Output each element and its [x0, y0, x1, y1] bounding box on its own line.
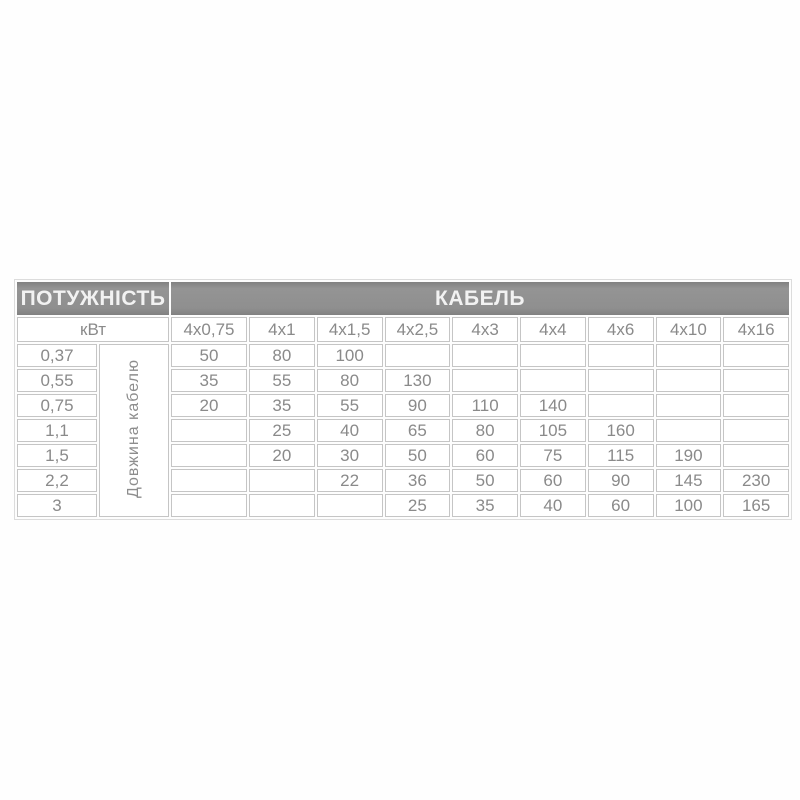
length-value: 50	[452, 469, 518, 492]
length-value	[655, 419, 722, 442]
column-header-4x4: 4х4	[520, 317, 586, 342]
length-value	[171, 494, 247, 517]
length-value	[655, 369, 722, 392]
table-row: 0,55 35 55 80 130	[17, 369, 789, 392]
length-value: 115	[587, 444, 654, 467]
length-value: 160	[587, 419, 654, 442]
power-value: 1,1	[17, 419, 97, 442]
length-value	[452, 344, 518, 367]
length-value: 230	[723, 469, 789, 492]
power-value: 0,55	[17, 369, 97, 392]
power-value: 0,75	[17, 394, 97, 417]
length-value: 80	[249, 344, 315, 367]
length-value: 100	[655, 494, 722, 517]
length-value	[384, 344, 451, 367]
length-value: 36	[384, 469, 451, 492]
cable-selection-table: ПОТУЖНІСТЬ КАБЕЛЬ кВт 4х0,75 4х1 4х1,5 4…	[14, 279, 792, 520]
length-value: 25	[384, 494, 451, 517]
length-value: 40	[520, 494, 586, 517]
length-value	[723, 344, 789, 367]
length-value: 35	[452, 494, 518, 517]
table-row: 0,37 Довжина кабелю 50 80 100	[17, 344, 789, 517]
power-value: 0,37	[17, 344, 97, 367]
subheader-row: кВт 4х0,75 4х1 4х1,5 4х2,5 4х3 4х4 4х6 4…	[17, 317, 789, 342]
length-value: 25	[249, 419, 315, 442]
length-value	[520, 369, 586, 392]
table-row: 1,5 20 30 50 60 75 115 190	[17, 444, 789, 467]
length-value: 35	[249, 394, 315, 417]
column-header-4x1: 4х1	[249, 317, 315, 342]
length-value	[520, 344, 586, 367]
length-value	[587, 344, 654, 367]
length-value: 40	[316, 419, 383, 442]
length-value: 50	[171, 344, 247, 367]
column-header-4x10: 4х10	[655, 317, 722, 342]
length-value	[249, 494, 315, 517]
length-value: 20	[171, 394, 247, 417]
power-value: 3	[17, 494, 97, 517]
length-value	[452, 369, 518, 392]
length-value: 90	[587, 469, 654, 492]
column-header-4x1-5: 4х1,5	[316, 317, 383, 342]
length-value: 190	[655, 444, 722, 467]
length-value: 105	[520, 419, 586, 442]
column-header-4x3: 4х3	[452, 317, 518, 342]
length-value: 55	[249, 369, 315, 392]
table-row: 3 25 35 40 60 100 165	[17, 494, 789, 517]
length-value: 60	[452, 444, 518, 467]
length-value: 75	[520, 444, 586, 467]
table-row: 0,75 20 35 55 90 110 140	[17, 394, 789, 417]
length-value: 22	[316, 469, 383, 492]
power-header: ПОТУЖНІСТЬ	[17, 282, 169, 315]
length-value	[171, 444, 247, 467]
length-value: 80	[452, 419, 518, 442]
unit-label: кВт	[17, 317, 169, 342]
length-value: 20	[249, 444, 315, 467]
length-value	[316, 494, 383, 517]
length-value	[723, 419, 789, 442]
length-value: 35	[171, 369, 247, 392]
table-row: 1,1 25 40 65 80 105 160	[17, 419, 789, 442]
length-value	[723, 444, 789, 467]
length-value	[587, 394, 654, 417]
length-value: 60	[587, 494, 654, 517]
length-value: 60	[520, 469, 586, 492]
main-header-row: ПОТУЖНІСТЬ КАБЕЛЬ	[17, 282, 789, 315]
column-header-4x2-5: 4х2,5	[384, 317, 451, 342]
length-value	[723, 394, 789, 417]
length-value	[587, 369, 654, 392]
length-value: 55	[316, 394, 383, 417]
length-value: 50	[384, 444, 451, 467]
cable-header: КАБЕЛЬ	[171, 282, 789, 315]
column-header-4x0-75: 4х0,75	[171, 317, 247, 342]
length-value: 30	[316, 444, 383, 467]
length-value: 165	[723, 494, 789, 517]
length-value	[171, 469, 247, 492]
length-value: 110	[452, 394, 518, 417]
length-value: 80	[316, 369, 383, 392]
length-value: 90	[384, 394, 451, 417]
length-value: 100	[316, 344, 383, 367]
length-value	[655, 394, 722, 417]
length-value: 130	[384, 369, 451, 392]
length-value	[655, 344, 722, 367]
length-value	[171, 419, 247, 442]
column-header-4x6: 4х6	[587, 317, 654, 342]
column-header-4x16: 4х16	[723, 317, 789, 342]
length-value: 145	[655, 469, 722, 492]
power-value: 2,2	[17, 469, 97, 492]
length-value	[249, 469, 315, 492]
table-row: 2,2 22 36 50 60 90 145 230	[17, 469, 789, 492]
length-value: 65	[384, 419, 451, 442]
length-value	[723, 369, 789, 392]
length-axis-label: Довжина кабелю	[125, 358, 142, 498]
length-axis-cell: Довжина кабелю	[99, 344, 169, 517]
length-value: 140	[520, 394, 586, 417]
power-value: 1,5	[17, 444, 97, 467]
